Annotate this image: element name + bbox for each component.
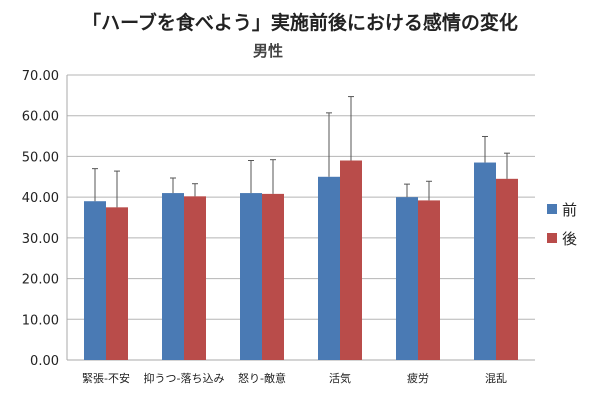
x-tick-label: 怒り-敵意: [238, 371, 286, 385]
legend-swatch: [547, 233, 557, 243]
x-tick-label: 緊張-不安: [82, 371, 130, 385]
legend-label: 後: [562, 230, 577, 248]
bar: [474, 162, 496, 360]
y-tick-label: 70.00: [22, 69, 59, 84]
legend-swatch: [547, 204, 557, 214]
x-tick-label: 疲労: [407, 371, 429, 385]
y-tick-label: 40.00: [22, 191, 59, 206]
y-tick-label: 0.00: [30, 354, 59, 369]
chart-title: 「ハーブを食べよう」実施前後における感情の変化: [82, 12, 518, 34]
bar: [240, 193, 262, 360]
bar: [184, 196, 206, 360]
y-tick-label: 20.00: [22, 273, 59, 288]
bar: [162, 193, 184, 360]
y-tick-label: 60.00: [22, 110, 59, 125]
x-tick-label: 活気: [329, 371, 351, 385]
bar: [318, 176, 340, 360]
bar: [340, 160, 362, 360]
bar: [84, 201, 106, 360]
bar: [106, 207, 128, 360]
y-tick-label: 50.00: [22, 150, 59, 165]
y-tick-label: 30.00: [22, 232, 59, 247]
bar: [496, 178, 518, 360]
x-tick-label: 抑うつ-落ち込み: [144, 371, 225, 385]
y-tick-label: 10.00: [22, 313, 59, 328]
bar: [262, 193, 284, 360]
bar: [418, 200, 440, 360]
x-tick-label: 混乱: [485, 372, 507, 385]
legend-label: 前: [562, 201, 577, 219]
chart-subtitle: 男性: [252, 42, 283, 60]
bar: [396, 197, 418, 360]
